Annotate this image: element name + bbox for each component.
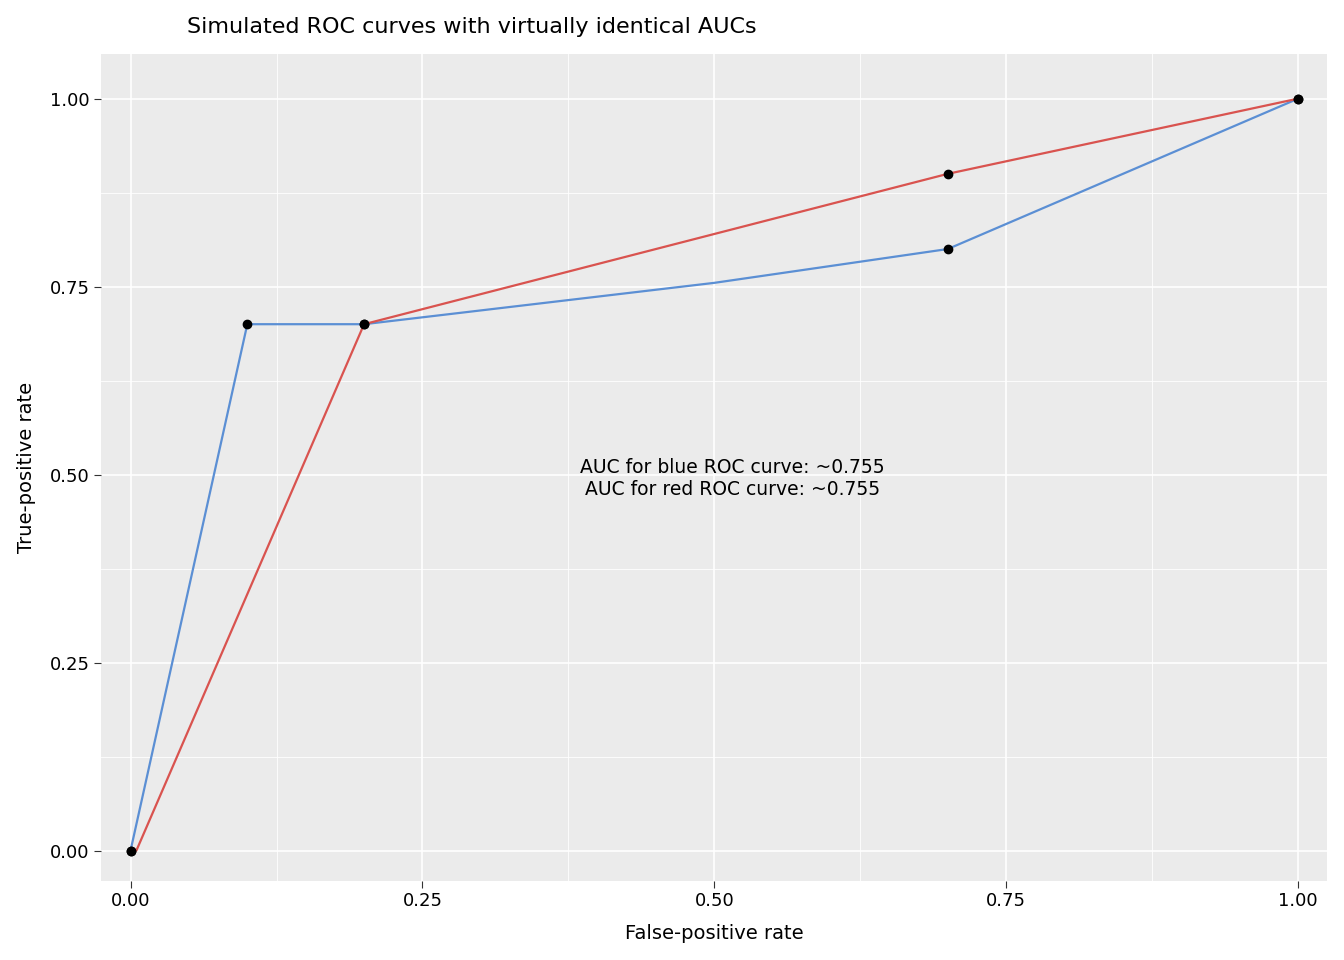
Text: Simulated ROC curves with virtually identical AUCs: Simulated ROC curves with virtually iden… (187, 16, 757, 36)
Y-axis label: True-positive rate: True-positive rate (16, 381, 36, 553)
X-axis label: False-positive rate: False-positive rate (625, 924, 804, 944)
Text: AUC for blue ROC curve: ~0.755
AUC for red ROC curve: ~0.755: AUC for blue ROC curve: ~0.755 AUC for r… (581, 458, 884, 499)
